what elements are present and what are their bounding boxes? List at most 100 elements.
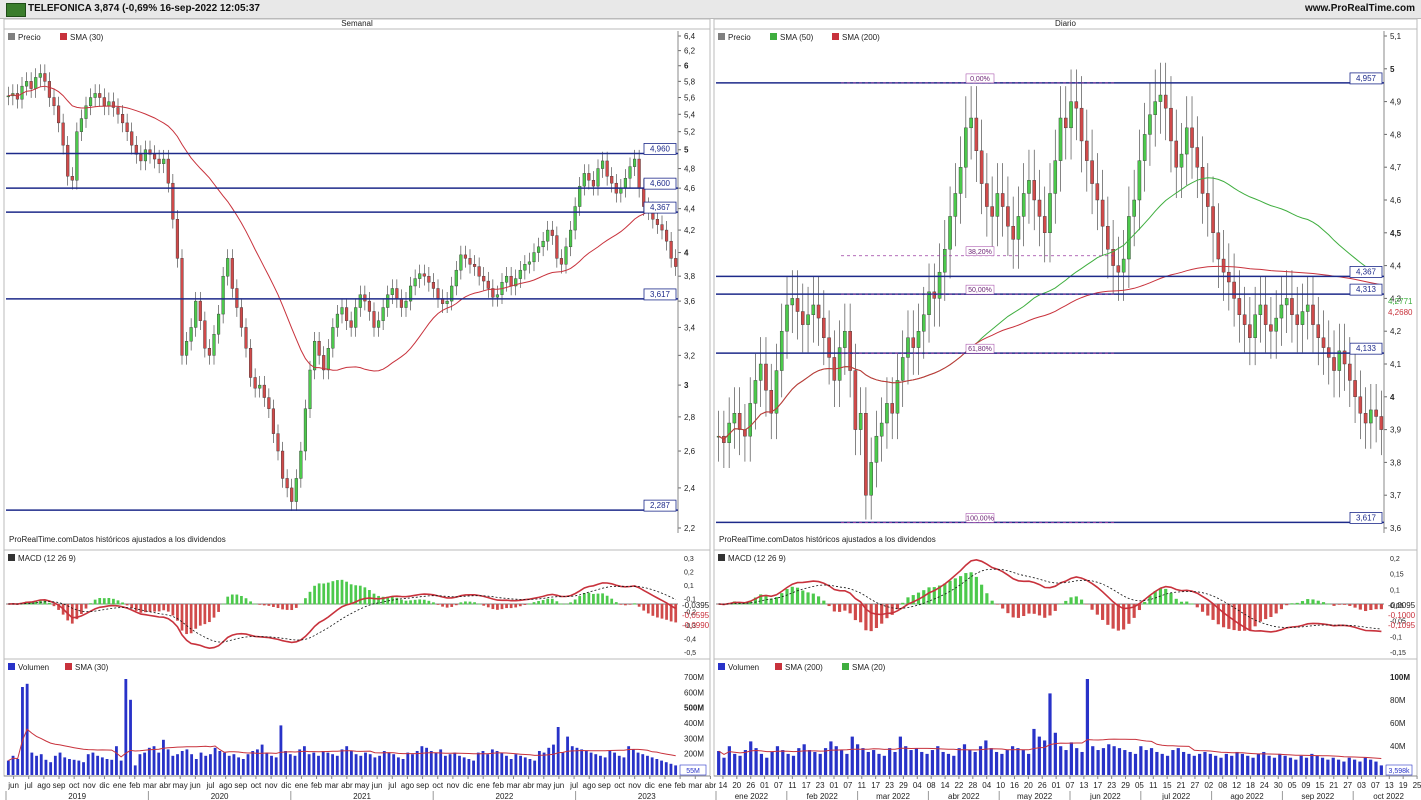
candle-body (1263, 304, 1268, 325)
candle-body (38, 73, 42, 78)
candle-body (523, 264, 527, 271)
volume-bar (898, 736, 902, 775)
macd-histogram-bar (1174, 598, 1178, 605)
candle-body (258, 384, 262, 389)
macd-histogram-bar (354, 585, 358, 605)
x-tick-label: 27 (1343, 781, 1352, 790)
candle-body (79, 118, 84, 132)
candle-body (422, 273, 426, 277)
candle-body (541, 240, 545, 248)
macd-histogram-bar (57, 604, 60, 610)
x-group-label: 2021 (353, 792, 371, 800)
macd-histogram-bar (995, 604, 999, 605)
candle-body (1337, 350, 1342, 371)
x-tick-label: jun (553, 781, 565, 790)
macd-histogram-bar (1290, 603, 1294, 605)
x-tick-label: mar (507, 781, 521, 790)
sma-value-label: 4,2771 (1388, 297, 1413, 306)
macd-histogram-bar (624, 604, 627, 606)
candle-body (753, 380, 758, 404)
macd-histogram-bar (1053, 604, 1057, 611)
volume-bar (722, 757, 726, 775)
macd-histogram-bar (1306, 599, 1310, 605)
candle-body (1353, 380, 1357, 397)
volume-bar (39, 754, 43, 775)
candle-body (591, 180, 595, 187)
candle-body (436, 288, 440, 299)
candle-body (143, 149, 148, 162)
sma-value-label: 4,2680 (1388, 308, 1413, 317)
volume-bar (378, 755, 382, 775)
volume-bar (199, 752, 203, 775)
volume-bar (1331, 757, 1335, 775)
y-tick-label: 4,4 (1390, 262, 1402, 271)
volume-bar (138, 754, 142, 775)
volume-bar (994, 751, 999, 775)
macd-histogram-bar (505, 604, 508, 609)
candle-body (267, 397, 271, 409)
macd-value-label: -0,0595 (682, 611, 710, 620)
macd-histogram-bar (1148, 595, 1152, 605)
volume-bar (519, 755, 522, 775)
macd-histogram-bar (1274, 604, 1278, 614)
candle-body (943, 248, 947, 273)
macd-histogram-bar (806, 592, 810, 605)
volume-bar (1160, 753, 1164, 775)
candle-body (294, 478, 298, 502)
candle-body (1279, 304, 1284, 319)
volume-bar (888, 748, 892, 775)
macd-histogram-bar (816, 596, 821, 605)
macd-histogram-bar (1206, 604, 1210, 616)
volume-bar (797, 748, 801, 775)
volume-bar (307, 754, 311, 775)
candle-body (372, 311, 376, 328)
macd-histogram-bar (477, 603, 481, 605)
macd-histogram-bar (560, 603, 563, 605)
x-tick-label: 18 (1246, 781, 1255, 790)
candle-body (1269, 324, 1273, 332)
candle-body (221, 275, 225, 315)
candle-body (1058, 117, 1063, 161)
x-tick-label: jun (189, 781, 201, 790)
fib-label: 38,20% (968, 249, 992, 256)
macd-histogram-bar (665, 604, 668, 620)
y-tick-label: 4,6 (1390, 196, 1402, 205)
candle-body (404, 300, 408, 308)
macd-histogram-bar (1358, 604, 1362, 610)
y-tick-label: 3,9 (1390, 426, 1402, 435)
macd-histogram-bar (785, 589, 789, 605)
x-tick-label: ene (658, 781, 672, 790)
level-label: 4,133 (1356, 344, 1377, 353)
candle-body (248, 348, 253, 378)
volume-legend-label: SMA (20) (852, 663, 886, 672)
volume-bar (1064, 750, 1068, 775)
macd-y-tick: -0,4 (684, 637, 696, 644)
candle-body (399, 298, 403, 308)
volume-bar (570, 746, 574, 775)
x-group-label: 2022 (496, 792, 514, 800)
x-tick-label: 26 (1038, 781, 1047, 790)
volume-bar (251, 751, 255, 775)
volume-bar (613, 752, 616, 775)
macd-histogram-bar (148, 604, 152, 612)
candle-body (29, 81, 33, 89)
macd-histogram-bar (340, 579, 344, 605)
candle-body (349, 320, 353, 328)
x-tick-label: 29 (899, 781, 908, 790)
x-tick-label: 07 (774, 781, 783, 790)
fib-label: 0,00% (970, 76, 990, 83)
macd-histogram-bar (660, 604, 664, 619)
x-tick-label: 20 (732, 781, 741, 790)
macd-histogram-bar (272, 604, 275, 607)
macd-histogram-bar (299, 603, 303, 605)
y-tick-label: 4,2 (684, 226, 696, 235)
x-tick-label: 11 (1149, 781, 1158, 790)
candle-body (1248, 324, 1252, 338)
macd-histogram-bar (1369, 604, 1373, 610)
volume-bar (1059, 746, 1063, 775)
candle-body (1237, 298, 1242, 315)
macd-histogram-bar (198, 604, 202, 626)
volume-bar (420, 746, 424, 775)
macd-histogram-bar (911, 595, 915, 605)
volume-bar (909, 750, 913, 775)
